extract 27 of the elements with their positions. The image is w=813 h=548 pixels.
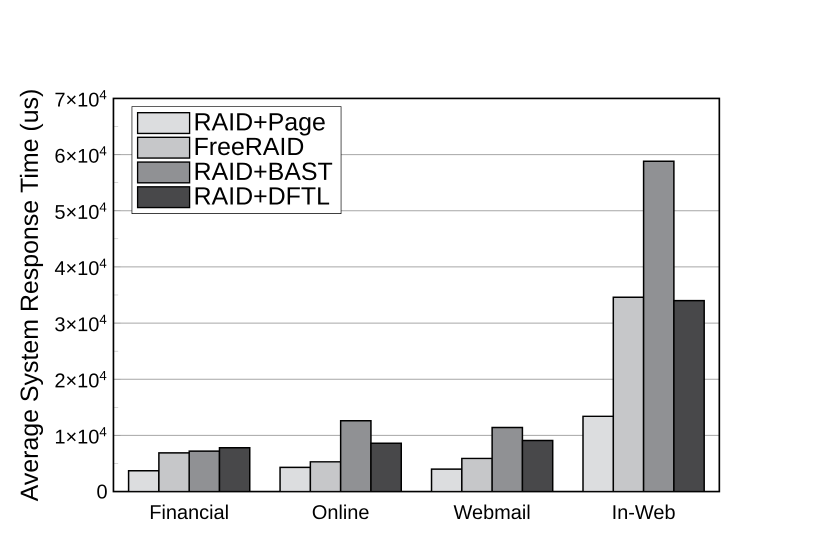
y-tick-label: 7×10$^{4}$ (55, 90, 106, 107)
x-tick-label: In-Web (614, 504, 675, 520)
y-tick-label: 5×10$^{4}$ (55, 202, 106, 219)
bar (279, 466, 312, 492)
legend-label: RAID+BAST (196, 162, 332, 180)
bar (158, 452, 190, 492)
y-tick-label: 3×10$^{4}$ (55, 314, 106, 332)
y-tick-label: 0 (97, 484, 107, 498)
legend-label: RAID+Page (196, 113, 325, 136)
y-axis-title: Average System Response Time (us) (20, 90, 44, 502)
bar (310, 460, 342, 492)
x-tick-label: Webmail (454, 504, 530, 520)
y-tick-label: 2×10$^{4}$ (55, 370, 106, 388)
y-tick-label: 6×10$^{4}$ (55, 146, 106, 163)
bar (461, 458, 493, 492)
bar (582, 415, 614, 492)
bar (370, 442, 402, 492)
bar (673, 300, 705, 492)
x-tick-label: Online (312, 504, 369, 520)
y-tick-label: 1×10$^{4}$ (56, 426, 106, 444)
legend-label: RAID+DFTL (196, 187, 330, 204)
bar (612, 296, 644, 492)
x-tick-label: Financial (150, 504, 228, 520)
bar (218, 446, 251, 492)
bar (522, 440, 554, 492)
y-tick-label: 4×10$^{4}$ (54, 258, 106, 276)
legend-label: FreeRAID (196, 138, 304, 156)
